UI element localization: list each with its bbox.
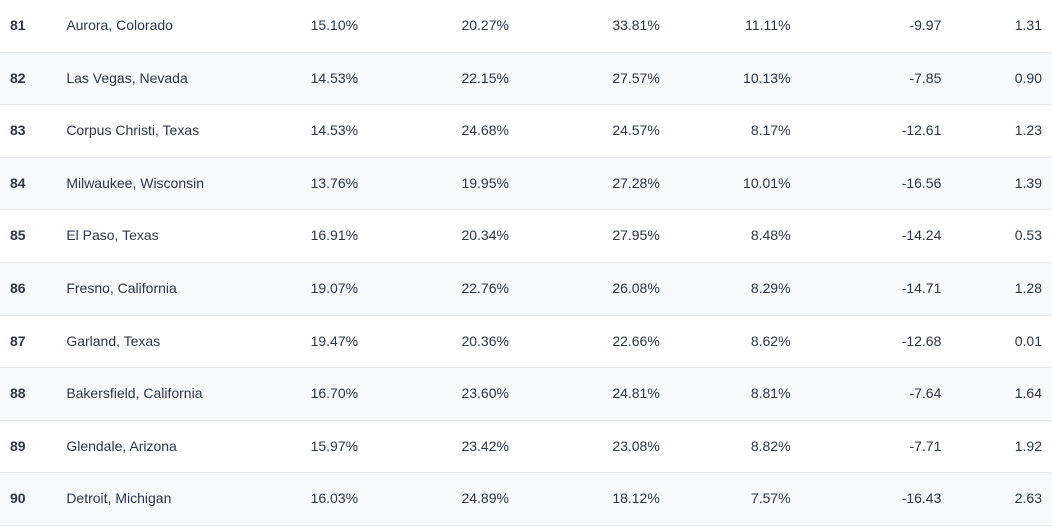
cell-rank: 88	[0, 368, 56, 421]
cell-value: 8.81%	[670, 368, 801, 421]
cell-city: Milwaukee, Wisconsin	[56, 157, 237, 210]
cell-rank: 89	[0, 420, 56, 473]
cell-value: 24.68%	[368, 105, 519, 158]
cell-value: 19.07%	[237, 262, 368, 315]
cell-value: 14.53%	[237, 52, 368, 105]
cell-city: Fresno, California	[56, 262, 237, 315]
table-row: 89 Glendale, Arizona 15.97% 23.42% 23.08…	[0, 420, 1052, 473]
cell-value: 24.57%	[519, 105, 670, 158]
cell-value: -12.68	[801, 315, 952, 368]
cell-value: 23.42%	[368, 420, 519, 473]
cell-value: 1.64	[951, 368, 1052, 421]
cell-value: -16.56	[801, 157, 952, 210]
cell-value: 0.90	[951, 52, 1052, 105]
table-row: 87 Garland, Texas 19.47% 20.36% 22.66% 8…	[0, 315, 1052, 368]
cell-value: 16.70%	[237, 368, 368, 421]
cell-value: 22.15%	[368, 52, 519, 105]
cell-value: 1.28	[951, 262, 1052, 315]
cell-value: 8.48%	[670, 210, 801, 263]
cell-value: 8.62%	[670, 315, 801, 368]
table-row: 85 El Paso, Texas 16.91% 20.34% 27.95% 8…	[0, 210, 1052, 263]
cell-value: 19.95%	[368, 157, 519, 210]
cell-value: 15.97%	[237, 420, 368, 473]
cell-value: 11.11%	[670, 0, 801, 52]
cell-rank: 85	[0, 210, 56, 263]
cell-city: El Paso, Texas	[56, 210, 237, 263]
cell-value: 7.57%	[670, 473, 801, 526]
table-row: 81 Aurora, Colorado 15.10% 20.27% 33.81%…	[0, 0, 1052, 52]
cell-value: 22.66%	[519, 315, 670, 368]
cell-value: -14.71	[801, 262, 952, 315]
cell-value: 20.27%	[368, 0, 519, 52]
cell-value: -9.97	[801, 0, 952, 52]
cell-city: Aurora, Colorado	[56, 0, 237, 52]
cell-value: 24.81%	[519, 368, 670, 421]
cell-value: 24.89%	[368, 473, 519, 526]
cell-value: 20.36%	[368, 315, 519, 368]
cell-value: 1.92	[951, 420, 1052, 473]
table-row: 84 Milwaukee, Wisconsin 13.76% 19.95% 27…	[0, 157, 1052, 210]
table-row: 82 Las Vegas, Nevada 14.53% 22.15% 27.57…	[0, 52, 1052, 105]
city-rankings-table: 81 Aurora, Colorado 15.10% 20.27% 33.81%…	[0, 0, 1052, 526]
cell-value: 27.57%	[519, 52, 670, 105]
cell-city: Detroit, Michigan	[56, 473, 237, 526]
cell-city: Corpus Christi, Texas	[56, 105, 237, 158]
cell-value: 14.53%	[237, 105, 368, 158]
cell-value: -14.24	[801, 210, 952, 263]
cell-value: 8.17%	[670, 105, 801, 158]
table-row: 83 Corpus Christi, Texas 14.53% 24.68% 2…	[0, 105, 1052, 158]
cell-value: -7.85	[801, 52, 952, 105]
cell-value: -12.61	[801, 105, 952, 158]
cell-value: 10.13%	[670, 52, 801, 105]
cell-rank: 87	[0, 315, 56, 368]
cell-city: Bakersfield, California	[56, 368, 237, 421]
cell-value: 26.08%	[519, 262, 670, 315]
cell-value: 0.01	[951, 315, 1052, 368]
cell-value: 10.01%	[670, 157, 801, 210]
cell-rank: 83	[0, 105, 56, 158]
cell-value: 8.82%	[670, 420, 801, 473]
cell-value: 13.76%	[237, 157, 368, 210]
cell-city: Garland, Texas	[56, 315, 237, 368]
cell-value: 18.12%	[519, 473, 670, 526]
table-row: 88 Bakersfield, California 16.70% 23.60%…	[0, 368, 1052, 421]
cell-rank: 90	[0, 473, 56, 526]
table-body: 81 Aurora, Colorado 15.10% 20.27% 33.81%…	[0, 0, 1052, 525]
cell-value: 2.63	[951, 473, 1052, 526]
cell-rank: 84	[0, 157, 56, 210]
cell-rank: 82	[0, 52, 56, 105]
cell-rank: 81	[0, 0, 56, 52]
cell-value: 15.10%	[237, 0, 368, 52]
cell-value: -16.43	[801, 473, 952, 526]
table-row: 90 Detroit, Michigan 16.03% 24.89% 18.12…	[0, 473, 1052, 526]
cell-value: 27.95%	[519, 210, 670, 263]
cell-city: Glendale, Arizona	[56, 420, 237, 473]
table-row: 86 Fresno, California 19.07% 22.76% 26.0…	[0, 262, 1052, 315]
cell-value: 33.81%	[519, 0, 670, 52]
cell-value: 27.28%	[519, 157, 670, 210]
cell-value: 1.31	[951, 0, 1052, 52]
cell-value: 1.23	[951, 105, 1052, 158]
cell-value: 22.76%	[368, 262, 519, 315]
cell-value: -7.64	[801, 368, 952, 421]
cell-city: Las Vegas, Nevada	[56, 52, 237, 105]
cell-value: 16.03%	[237, 473, 368, 526]
cell-value: 0.53	[951, 210, 1052, 263]
cell-value: -7.71	[801, 420, 952, 473]
cell-value: 23.60%	[368, 368, 519, 421]
cell-value: 20.34%	[368, 210, 519, 263]
cell-value: 23.08%	[519, 420, 670, 473]
cell-value: 1.39	[951, 157, 1052, 210]
cell-value: 19.47%	[237, 315, 368, 368]
cell-value: 16.91%	[237, 210, 368, 263]
cell-rank: 86	[0, 262, 56, 315]
cell-value: 8.29%	[670, 262, 801, 315]
